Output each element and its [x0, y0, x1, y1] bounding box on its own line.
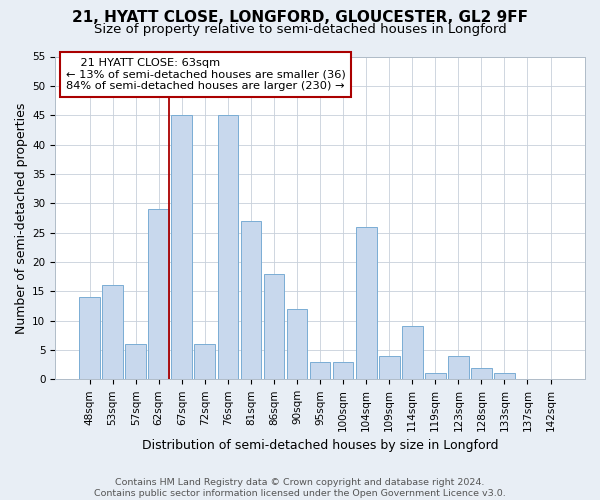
Bar	[287, 309, 307, 380]
Bar	[79, 297, 100, 380]
Text: Contains HM Land Registry data © Crown copyright and database right 2024.
Contai: Contains HM Land Registry data © Crown c…	[94, 478, 506, 498]
Bar	[310, 362, 331, 380]
Bar	[425, 374, 446, 380]
X-axis label: Distribution of semi-detached houses by size in Longford: Distribution of semi-detached houses by …	[142, 440, 499, 452]
Bar	[379, 356, 400, 380]
Text: 21 HYATT CLOSE: 63sqm
← 13% of semi-detached houses are smaller (36)
84% of semi: 21 HYATT CLOSE: 63sqm ← 13% of semi-deta…	[66, 58, 346, 92]
Bar	[172, 115, 192, 380]
Text: Size of property relative to semi-detached houses in Longford: Size of property relative to semi-detach…	[94, 22, 506, 36]
Text: 21, HYATT CLOSE, LONGFORD, GLOUCESTER, GL2 9FF: 21, HYATT CLOSE, LONGFORD, GLOUCESTER, G…	[72, 10, 528, 25]
Bar	[194, 344, 215, 380]
Bar	[402, 326, 422, 380]
Bar	[263, 274, 284, 380]
Bar	[448, 356, 469, 380]
Bar	[218, 115, 238, 380]
Bar	[241, 221, 261, 380]
Bar	[471, 368, 492, 380]
Bar	[494, 374, 515, 380]
Y-axis label: Number of semi-detached properties: Number of semi-detached properties	[15, 102, 28, 334]
Bar	[102, 286, 123, 380]
Bar	[125, 344, 146, 380]
Bar	[333, 362, 353, 380]
Bar	[148, 209, 169, 380]
Bar	[356, 226, 377, 380]
